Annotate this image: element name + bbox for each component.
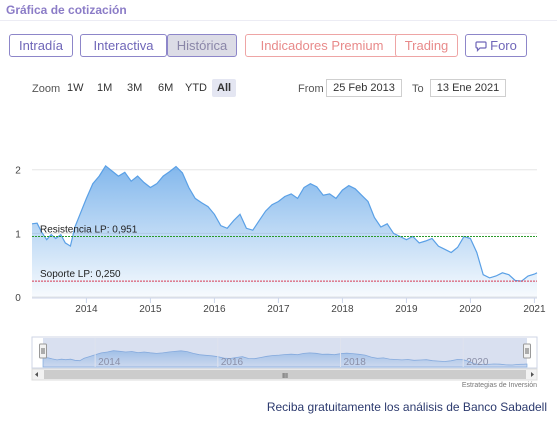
scrollbar-thumb[interactable]: [44, 370, 526, 379]
to-date-input[interactable]: 13 Ene 2021: [430, 79, 506, 97]
x-tick-label: 2018: [331, 304, 354, 315]
chat-bubble-icon: [475, 41, 487, 52]
tab-label: Histórica: [176, 38, 228, 53]
navigator-tick-label: 2014: [98, 357, 121, 368]
tab-trading[interactable]: Trading: [395, 34, 458, 57]
zoom-label: Zoom: [32, 83, 61, 95]
price-area: [31, 165, 538, 297]
tab-interactiva[interactable]: Interactiva: [80, 34, 167, 57]
tab-label: Interactiva: [93, 38, 154, 53]
x-tick-label: 2021: [523, 304, 546, 315]
resistance-label: Resistencia LP: 0,951: [40, 224, 138, 235]
tab-indicadores-premium[interactable]: Indicadores Premium: [245, 34, 399, 57]
tab-label: Foro: [490, 38, 517, 53]
axis-ticks: 0 1 2 2014 2015 2016 2017 2018 2019 2020 2021: [15, 166, 546, 315]
support-resistance-lines: Resistencia LP: 0,951 Soporte LP: 0,250: [32, 224, 537, 282]
y-tick-label: 2: [15, 166, 21, 177]
tab-label: Trading: [404, 38, 449, 53]
x-tick-label: 2017: [267, 304, 290, 315]
header-divider: [0, 20, 557, 21]
promo-link[interactable]: Reciba gratuitamente los análisis de Ban…: [266, 400, 547, 414]
price-line: [31, 165, 538, 282]
navigator-tick-label: 2016: [221, 357, 244, 368]
navigator-right-handle[interactable]: [523, 343, 531, 359]
tab-label: Indicadores Premium: [260, 38, 384, 53]
navigator-tick-label: 2018: [344, 357, 367, 368]
zoom-all-button[interactable]: All: [212, 79, 237, 97]
x-tick-label: 2014: [75, 304, 98, 315]
navigator-selection[interactable]: [43, 338, 527, 367]
zoom-6m-button[interactable]: 6M: [158, 82, 174, 94]
tab-label: Intradía: [18, 38, 64, 53]
range-navigator[interactable]: 2014 2016 2018 2020 III: [31, 336, 538, 381]
from-label: From: [298, 83, 324, 95]
navigator-left-handle[interactable]: [39, 343, 47, 359]
tab-intrad-a[interactable]: Intradía: [9, 34, 73, 57]
x-tick-label: 2015: [139, 304, 162, 315]
x-tick-label: 2019: [395, 304, 418, 315]
support-label: Soporte LP: 0,250: [40, 269, 121, 280]
y-tick-label: 1: [15, 229, 21, 240]
x-tick-label: 2016: [203, 304, 226, 315]
tab-hist-rica[interactable]: Histórica: [167, 34, 237, 57]
to-label: To: [412, 83, 424, 95]
x-tick-label: 2020: [459, 304, 482, 315]
zoom-1w-button[interactable]: 1W: [67, 82, 84, 94]
scrollbar-grip-icon: III: [282, 373, 288, 380]
chart-header-title: Gráfica de cotización: [6, 3, 127, 17]
zoom-3m-button[interactable]: 3M: [127, 82, 143, 94]
chart-credits: Estrategias de Inversión: [462, 382, 537, 389]
navigator-series: [42, 350, 528, 368]
tab-foro[interactable]: Foro: [465, 34, 527, 57]
zoom-ytd-button[interactable]: YTD: [185, 82, 207, 94]
scroll-left-arrow-icon[interactable]: [35, 372, 38, 377]
scroll-right-arrow-icon[interactable]: [531, 372, 534, 377]
price-area-fill: [32, 165, 537, 297]
zoom-1m-button[interactable]: 1M: [97, 82, 113, 94]
navigator-tick-label: 2020: [466, 357, 489, 368]
y-tick-label: 0: [15, 293, 21, 304]
from-date-input[interactable]: 25 Feb 2013: [326, 79, 402, 97]
